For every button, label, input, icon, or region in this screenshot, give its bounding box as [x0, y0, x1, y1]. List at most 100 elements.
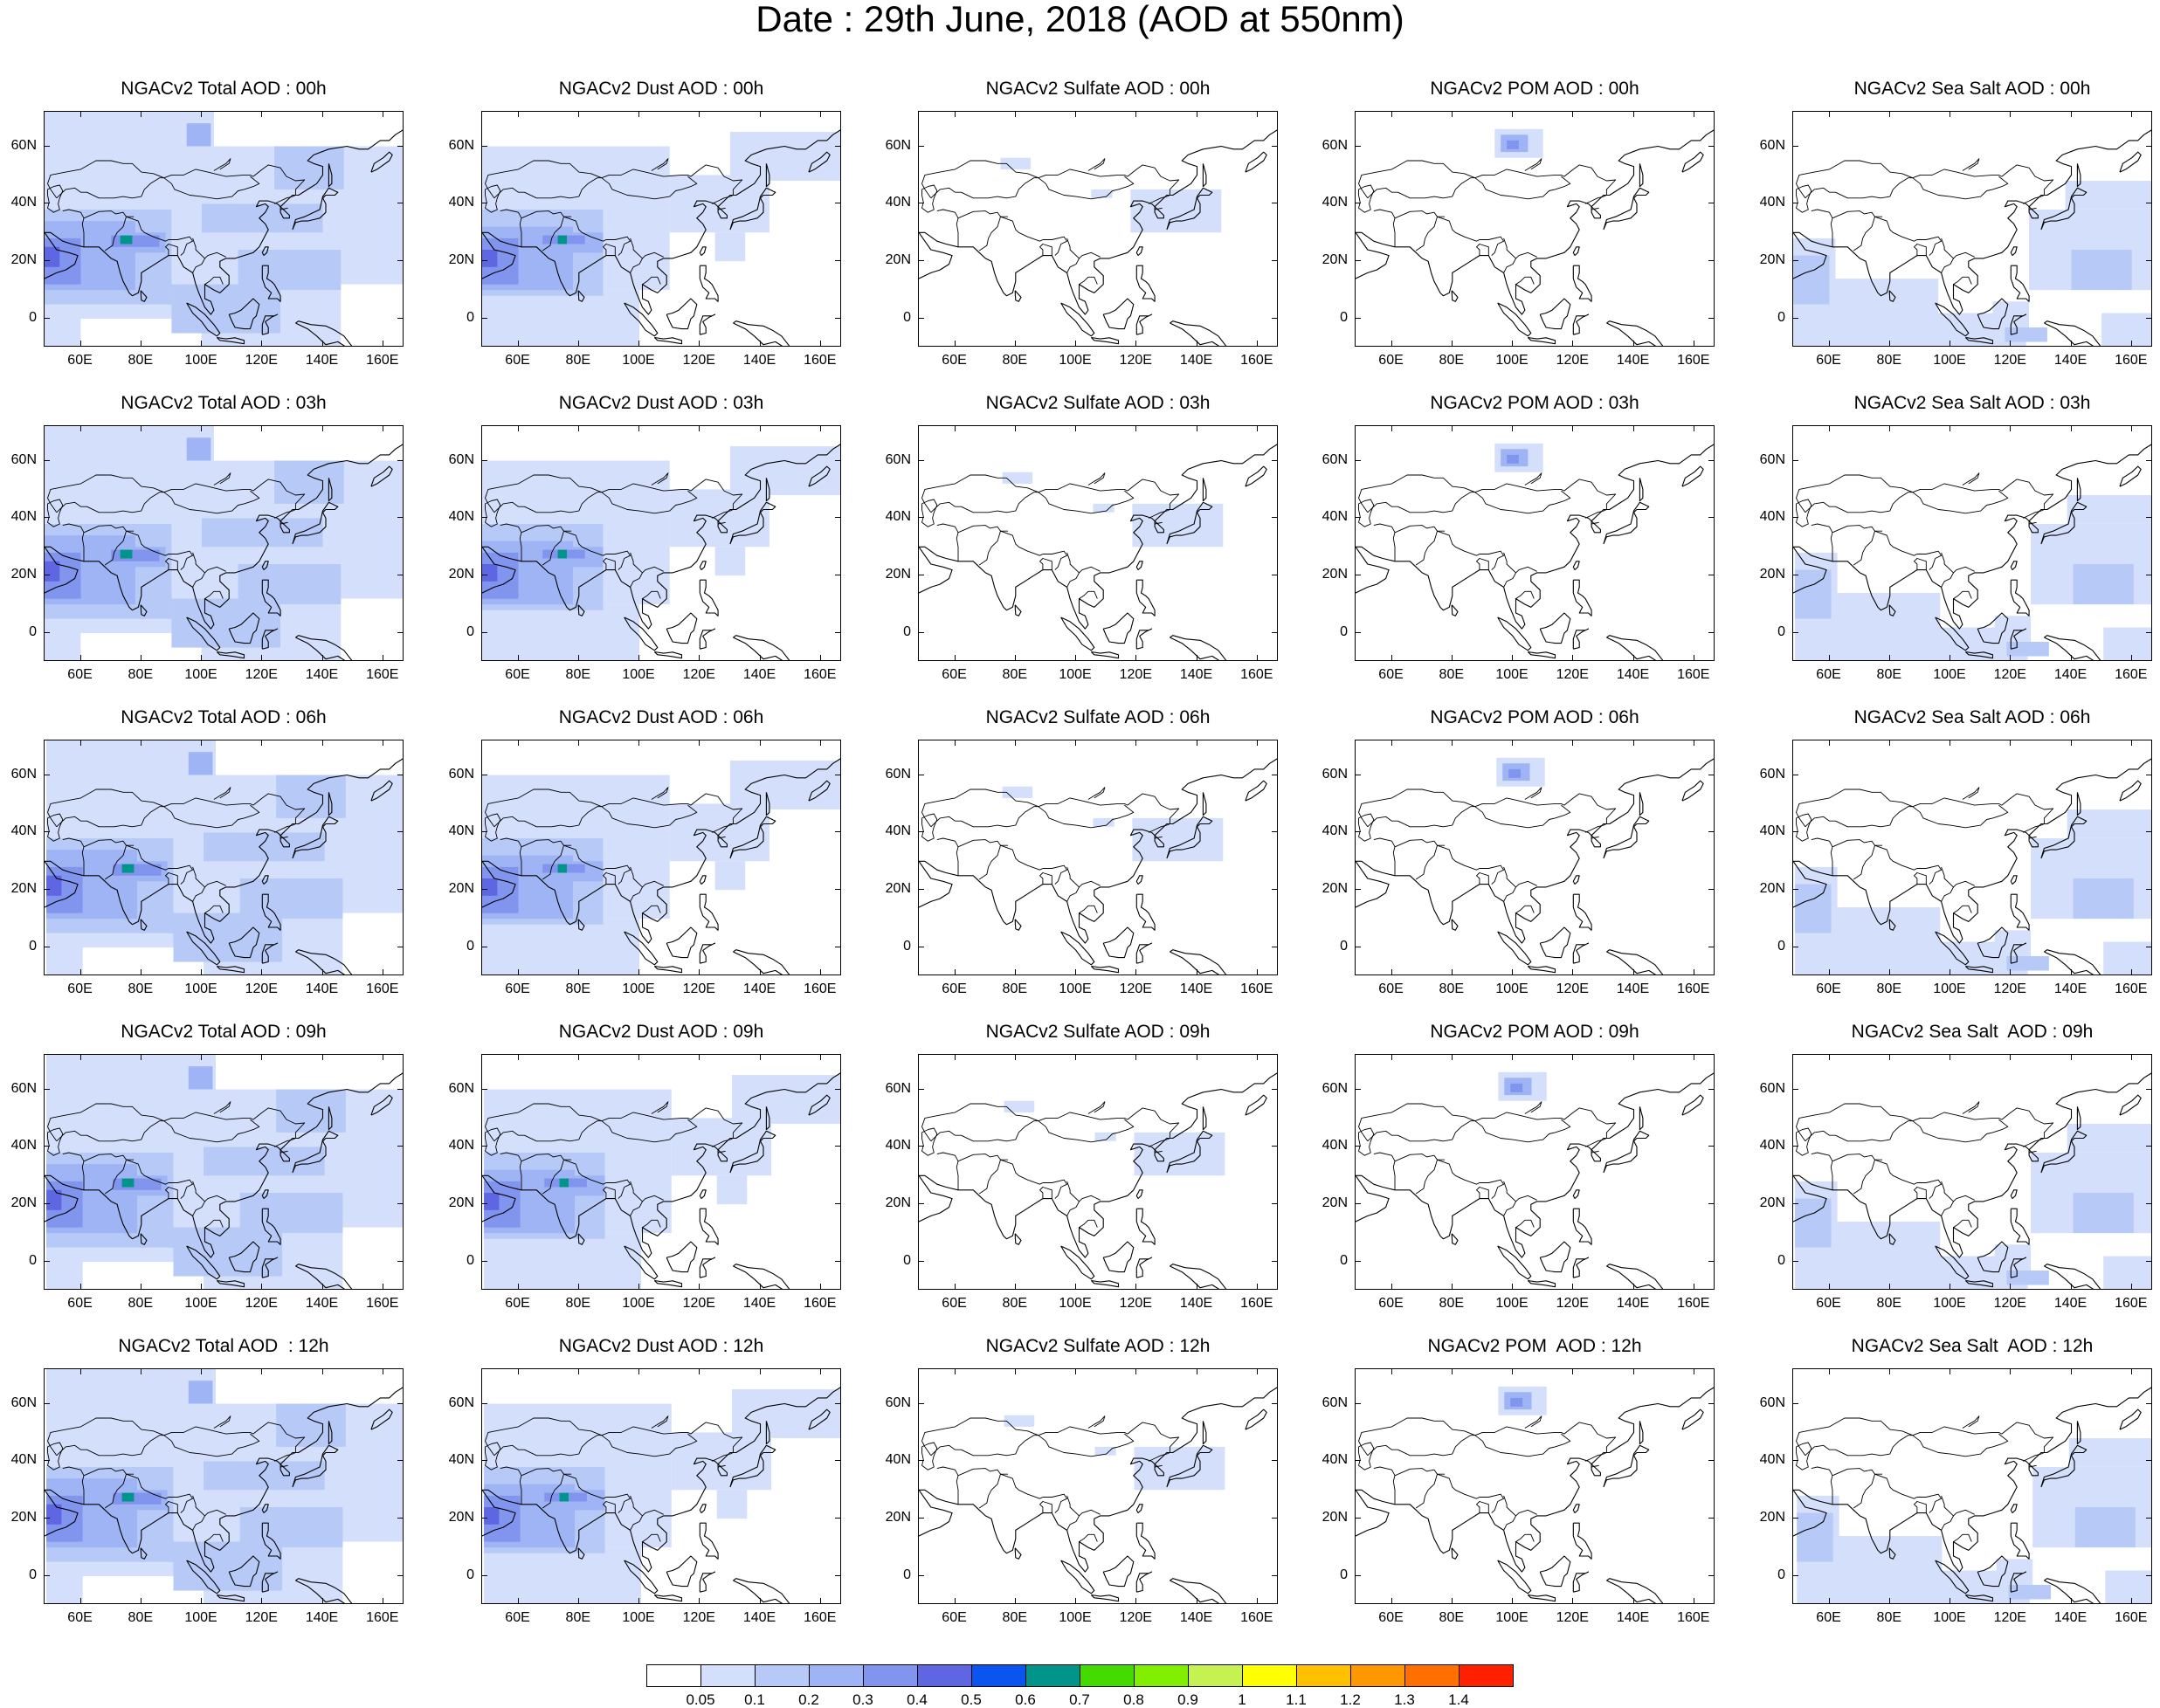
lat-tick: [397, 517, 404, 519]
lon-tick-label: 100E: [184, 981, 217, 996]
lon-tick: [517, 341, 519, 347]
lon-tick: [321, 425, 323, 431]
lat-tick: [481, 260, 487, 262]
lon-tick-label: 80E: [1876, 353, 1902, 368]
coastline: [699, 313, 716, 335]
lon-tick: [638, 655, 640, 661]
lat-tick: [2146, 1518, 2152, 1519]
coastline: [261, 628, 279, 650]
country-border: [1914, 558, 1927, 570]
lat-tick-label: 40N: [885, 1138, 911, 1154]
lon-tick: [638, 341, 640, 347]
aod-region: [482, 564, 498, 582]
lat-tick: [44, 145, 50, 147]
colorbar-label: 1: [1238, 1691, 1246, 1708]
lon-tick-label: 100E: [622, 1296, 655, 1311]
lon-tick: [1075, 740, 1077, 746]
aod-region: [171, 598, 280, 648]
lon-tick-label: 100E: [622, 981, 655, 996]
lon-tick: [321, 740, 323, 746]
coastline: [1793, 860, 1827, 908]
colorbar-swatch: [755, 1664, 810, 1687]
lon-tick-label: 60E: [505, 667, 530, 682]
lat-tick-label: 0: [1340, 1567, 1348, 1583]
lon-tick: [1888, 1054, 1890, 1060]
coastline: [261, 1522, 281, 1560]
aod-region: [2105, 1570, 2151, 1603]
country-border: [1415, 844, 1446, 880]
colorbar-label: 0.2: [798, 1691, 819, 1708]
lake-outline: [1524, 472, 1542, 486]
map-panel-sulfate-06h: NGACv2 Sulfate AOD : 06h 60N 40N 20N 0 60E 80E…: [886, 707, 1278, 996]
country-border: [1941, 1201, 1954, 1216]
coastline: [1935, 1560, 1970, 1594]
country-border: [1853, 844, 1883, 880]
country-border: [1953, 1533, 1972, 1542]
lat-tick-label: 60N: [10, 137, 37, 153]
lon-tick-label: 120E: [245, 1610, 278, 1625]
map-frame: [918, 425, 1278, 661]
lat-tick: [1792, 1575, 1798, 1577]
coastline: [1964, 336, 1994, 345]
coastline: [45, 1489, 79, 1537]
country-border: [1941, 1515, 1954, 1531]
country-border: [1584, 1453, 1604, 1462]
map-frame: [44, 740, 404, 975]
aod-region: [173, 1227, 283, 1277]
lon-tick: [699, 1598, 700, 1604]
coastline: [733, 1264, 790, 1289]
lon-tick-label: 120E: [1119, 1610, 1152, 1625]
lon-tick: [2130, 1598, 2132, 1604]
lon-tick-label: 120E: [1993, 353, 2026, 368]
lon-tick: [2070, 1054, 2072, 1060]
coastline: [186, 302, 221, 337]
lat-tick: [918, 1146, 924, 1147]
country-border: [711, 1453, 731, 1462]
country-border: [1953, 905, 1972, 913]
coastline: [1090, 1594, 1120, 1602]
map-frame: [918, 1368, 1278, 1604]
lon-tick-label: 80E: [1876, 1610, 1902, 1625]
coastline: [216, 651, 245, 659]
lon-tick: [759, 1054, 761, 1060]
country-border: [192, 1515, 205, 1531]
lon-tick: [759, 341, 761, 347]
lon-tick: [261, 1054, 263, 1060]
lon-tick: [1451, 425, 1453, 431]
lon-tick-label: 120E: [1556, 1296, 1589, 1311]
coastline: [1572, 1189, 1580, 1200]
lat-tick: [481, 889, 487, 891]
country-border: [930, 501, 1016, 513]
lon-tick: [1632, 655, 1634, 661]
coastline: [729, 1130, 776, 1174]
coastline: [1572, 628, 1590, 650]
lake-outline: [47, 499, 64, 527]
country-border: [1912, 804, 2009, 829]
coastline: [699, 1208, 719, 1245]
lon-tick: [1256, 341, 1258, 347]
country-border: [1474, 1119, 1571, 1143]
lon-tick: [517, 655, 519, 661]
panel-title: NGACv2 Sea Salt AOD : 12h: [1851, 1336, 2094, 1356]
country-border: [1503, 1201, 1516, 1216]
lon-tick-label: 60E: [1816, 667, 1841, 682]
country-border: [1584, 824, 1604, 833]
lake-outline: [485, 1127, 501, 1156]
lon-tick-label: 140E: [1179, 667, 1213, 682]
lon-tick-label: 160E: [1240, 667, 1273, 682]
lon-tick: [577, 1284, 579, 1290]
lon-tick: [261, 1598, 263, 1604]
map-panel-dust-09h: NGACv2 Dust AOD : 09h 60N 40N 20N 0 60E 80E 100…: [449, 1022, 841, 1311]
lon-tick: [1075, 1598, 1077, 1604]
coastline: [261, 1504, 269, 1514]
lon-tick-label: 60E: [1378, 1296, 1404, 1311]
country-border: [126, 1159, 194, 1199]
map-frame: [481, 425, 841, 661]
coastline: [729, 501, 776, 545]
lon-tick: [819, 1368, 821, 1374]
coastline: [653, 1279, 683, 1288]
coastline: [1451, 604, 1459, 616]
coastline: [1451, 1233, 1459, 1245]
coastline: [2010, 1571, 2027, 1593]
lake-outline: [921, 184, 938, 213]
